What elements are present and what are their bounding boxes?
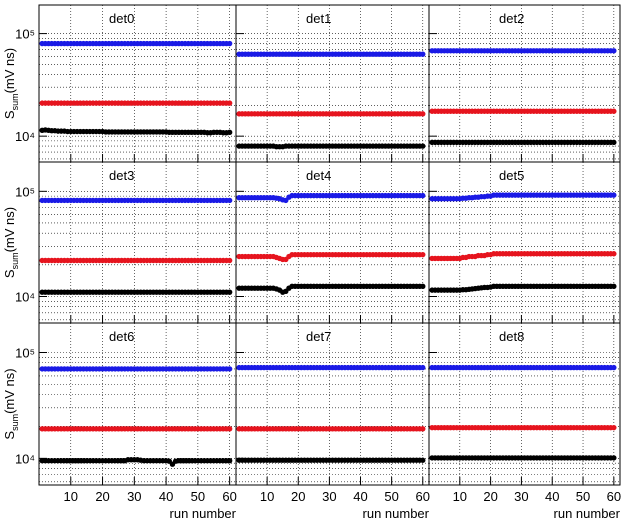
data-point	[420, 192, 426, 199]
x-tick-label: 60	[416, 489, 430, 504]
data-point	[611, 251, 617, 257]
data-point	[420, 251, 426, 258]
data-point	[420, 111, 426, 117]
data-point	[226, 257, 233, 264]
x-axis-label: run number	[363, 506, 430, 521]
y-tick-label: 10⁵	[15, 184, 35, 199]
panel-title: det0	[109, 11, 134, 26]
panel: 10 20 30 40 50 60 det8 run number	[428, 322, 621, 521]
data-point	[420, 51, 426, 57]
panel-title: det6	[109, 329, 134, 344]
data-point	[611, 455, 617, 461]
panel-title: det5	[499, 168, 524, 183]
data-point	[611, 424, 617, 431]
plot-background	[236, 162, 429, 323]
data-point	[611, 192, 617, 198]
y-axis-label-main: S	[2, 431, 17, 440]
panel-title: det3	[109, 168, 134, 183]
panel-title: det1	[306, 11, 331, 26]
data-point	[420, 143, 426, 149]
data-point	[611, 108, 617, 114]
panel: 10⁴ 10⁵ det3 Ssum(mV ns)	[2, 161, 237, 324]
x-tick-label: 30	[322, 489, 336, 504]
data-point	[611, 364, 617, 371]
panel: 10⁴ 10⁵ det0 Ssum(mV ns)	[2, 4, 237, 163]
x-tick-label: 50	[576, 489, 590, 504]
x-tick-label: 30	[127, 489, 141, 504]
x-tick-label: 40	[545, 489, 559, 504]
y-axis-label-main: S	[2, 110, 17, 119]
plot-background	[429, 162, 620, 323]
data-point	[226, 426, 233, 432]
panel: det2	[428, 4, 621, 163]
x-axis-label: run number	[170, 506, 237, 521]
x-tick-label: 20	[95, 489, 109, 504]
y-tick-label: 10⁴	[15, 451, 35, 466]
panel: 10⁴ 10⁵ 10 20 30 40 50 60 det6 run number Ssum(mV …	[2, 322, 237, 521]
panel: det1	[235, 4, 430, 163]
x-tick-label: 40	[353, 489, 367, 504]
panel: det5	[428, 161, 621, 324]
data-point	[226, 289, 233, 295]
x-tick-label: 20	[291, 489, 305, 504]
panel-title: det2	[499, 11, 524, 26]
data-point	[420, 364, 426, 371]
data-point	[226, 197, 233, 204]
y-tick-label: 10⁵	[15, 27, 35, 42]
data-point	[226, 40, 233, 47]
data-point	[226, 366, 233, 372]
x-tick-label: 60	[607, 489, 621, 504]
panel-title: det8	[499, 329, 524, 344]
y-axis-label-unit: (mV ns)	[2, 207, 17, 253]
plot-frame	[428, 322, 621, 486]
y-axis-label-unit: (mV ns)	[2, 368, 17, 414]
plot-background	[236, 5, 429, 162]
y-axis-label: Ssum(mV ns)	[2, 48, 20, 119]
y-tick-label: 10⁵	[15, 346, 35, 361]
y-axis-label-unit: (mV ns)	[2, 48, 17, 94]
panel-title: det7	[306, 329, 331, 344]
plot-background	[429, 5, 620, 162]
plot-background	[429, 323, 620, 485]
x-tick-label: 50	[384, 489, 398, 504]
x-tick-label: 40	[159, 489, 173, 504]
panel-title: det4	[306, 168, 331, 183]
y-axis-label-sub: sum	[10, 252, 20, 269]
x-tick-label: 60	[222, 489, 236, 504]
data-point	[226, 100, 233, 106]
data-point	[226, 458, 233, 464]
x-tick-label: 20	[483, 489, 497, 504]
panel: det4	[235, 161, 430, 324]
y-axis-label-main: S	[2, 269, 17, 278]
plot-background	[39, 5, 236, 162]
y-axis-label: Ssum(mV ns)	[2, 207, 20, 278]
data-point	[611, 48, 617, 54]
plot-background	[39, 162, 236, 323]
data-point	[611, 283, 617, 290]
data-point	[611, 139, 617, 146]
data-point	[420, 426, 426, 432]
y-axis-label-sub: sum	[10, 414, 20, 431]
x-tick-label: 10	[64, 489, 78, 504]
data-point	[420, 457, 426, 463]
y-axis-label-sub: sum	[10, 93, 20, 110]
data-point	[420, 283, 426, 290]
data-point	[226, 129, 233, 136]
x-tick-label: 30	[514, 489, 528, 504]
x-tick-label: 50	[191, 489, 205, 504]
y-tick-label: 10⁴	[15, 129, 35, 144]
panel: 10 20 30 40 50 60 det7 run number	[235, 322, 430, 521]
x-axis-label: run number	[554, 506, 621, 521]
y-axis-label: Ssum(mV ns)	[2, 368, 20, 439]
x-tick-label: 10	[260, 489, 274, 504]
x-tick-label: 10	[453, 489, 467, 504]
y-tick-label: 10⁴	[15, 290, 35, 305]
